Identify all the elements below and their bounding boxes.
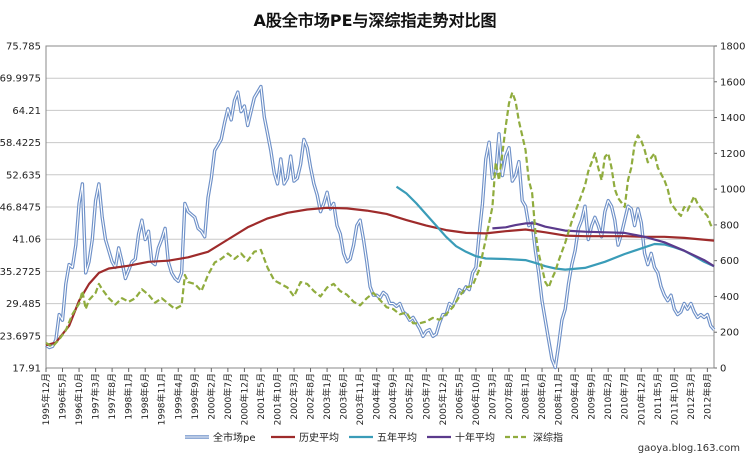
y-left-tick-label: 69.9975 <box>0 74 41 85</box>
x-tick-label: 2005年7月 <box>420 373 432 420</box>
y-left-tick-label: 23.6975 <box>0 331 41 342</box>
x-tick-label: 2008年11月 <box>553 373 565 425</box>
y-left-tick-label: 58.4225 <box>0 138 41 149</box>
grid-layer <box>46 46 714 368</box>
axes-layer: 17.91 23.6975 29.485 35.2725 41.06 46.8475 52.… <box>0 42 745 426</box>
legend-label: 五年平均 <box>377 431 417 444</box>
x-tick-label: 1997年8月 <box>106 373 118 420</box>
x-tick-label: 2012年3月 <box>685 373 697 420</box>
x-tick-label: 2001年5月 <box>255 373 267 420</box>
x-tick-label: 2010年7月 <box>619 373 631 420</box>
y-right-tick-label: 1800 <box>720 42 745 53</box>
y-right-tick-label: 800 <box>720 220 739 231</box>
x-tick-label: 2007年3月 <box>486 373 498 420</box>
x-tick-label: 2001年10月 <box>271 373 283 425</box>
x-tick-label: 2009年9月 <box>586 373 598 420</box>
x-tick-label: 2011年10月 <box>668 373 680 425</box>
y-left-tick-label: 52.635 <box>6 170 41 181</box>
x-tick-label: 2011年5月 <box>652 373 664 420</box>
y-left-tick-label: 17.91 <box>12 364 41 375</box>
y-right-tick-label: 400 <box>720 292 739 303</box>
y-left-tick-label: 75.785 <box>6 42 41 53</box>
y-right-tick-label: 1000 <box>720 185 745 196</box>
y-right-tick-label: 1200 <box>720 149 745 160</box>
x-tick-label: 2002年3月 <box>288 373 300 420</box>
x-tick-label: 2004年9月 <box>387 373 399 420</box>
x-tick-label: 1999年4月 <box>172 373 184 420</box>
series-layer <box>46 87 714 368</box>
watermark-text: gaoya.blog.163.com <box>638 443 740 454</box>
y-right-tick-label: 0 <box>720 364 726 375</box>
legend-label: 历史平均 <box>299 432 339 444</box>
y-left-tick-label: 64.21 <box>12 106 41 117</box>
x-tick-label: 2002年8月 <box>305 373 317 420</box>
chart-title: A股全市场PE与深综指走势对比图 <box>253 11 496 30</box>
x-tick-label: 2007年8月 <box>503 373 515 420</box>
x-tick-label: 2003年6月 <box>338 373 350 420</box>
series-line-pe-inner <box>46 87 714 368</box>
legend-label: 十年平均 <box>455 431 495 444</box>
y-left-tick-label: 46.8475 <box>0 203 41 214</box>
legend-label: 深综指 <box>533 431 563 444</box>
x-tick-label: 2008年1月 <box>520 373 532 420</box>
series-line-1 <box>46 208 714 345</box>
x-tick-label: 1997年3月 <box>90 373 102 420</box>
x-tick-label: 2004年4月 <box>371 373 383 420</box>
x-tick-label: 2000年7月 <box>222 373 234 420</box>
x-tick-label: 2000年2月 <box>205 373 217 420</box>
x-tick-label: 2000年12月 <box>238 373 250 425</box>
y-right-tick-label: 600 <box>720 256 739 267</box>
x-tick-label: 2003年11月 <box>354 373 366 425</box>
x-tick-label: 2010年2月 <box>602 373 614 420</box>
x-tick-label: 2012年8月 <box>701 373 713 420</box>
y-right-tick-label: 1400 <box>720 113 745 124</box>
x-tick-label: 1996年5月 <box>57 373 69 420</box>
x-tick-label: 2003年1月 <box>321 373 333 420</box>
x-tick-label: 1998年1月 <box>123 373 135 420</box>
x-tick-label: 2005年12月 <box>437 373 449 425</box>
x-tick-label: 2006年10月 <box>470 373 482 425</box>
y-left-tick-label: 29.485 <box>6 299 41 310</box>
x-tick-label: 2008年6月 <box>536 373 548 420</box>
y-left-tick-label: 41.06 <box>12 235 41 246</box>
y-right-tick-label: 200 <box>720 328 739 339</box>
x-tick-label: 2009年4月 <box>569 373 581 420</box>
series-line-pe-outline <box>46 87 714 368</box>
x-tick-label: 1995年12月 <box>40 373 52 425</box>
x-tick-label: 1996年10月 <box>73 373 85 425</box>
y-left-tick-label: 35.2725 <box>0 267 41 278</box>
x-tick-label: 1998年11月 <box>156 373 168 425</box>
x-tick-label: 1999年9月 <box>189 373 201 420</box>
x-tick-label: 1998年6月 <box>139 373 151 420</box>
legend: 全市场pe 历史平均 五年平均 十年平均 深综指 <box>185 431 563 444</box>
legend-label: 全市场pe <box>213 431 256 444</box>
x-tick-label: 2010年12月 <box>635 373 647 425</box>
x-tick-label: 2005年2月 <box>404 373 416 420</box>
x-tick-label: 2006年5月 <box>453 373 465 420</box>
y-right-tick-label: 1600 <box>720 77 745 88</box>
